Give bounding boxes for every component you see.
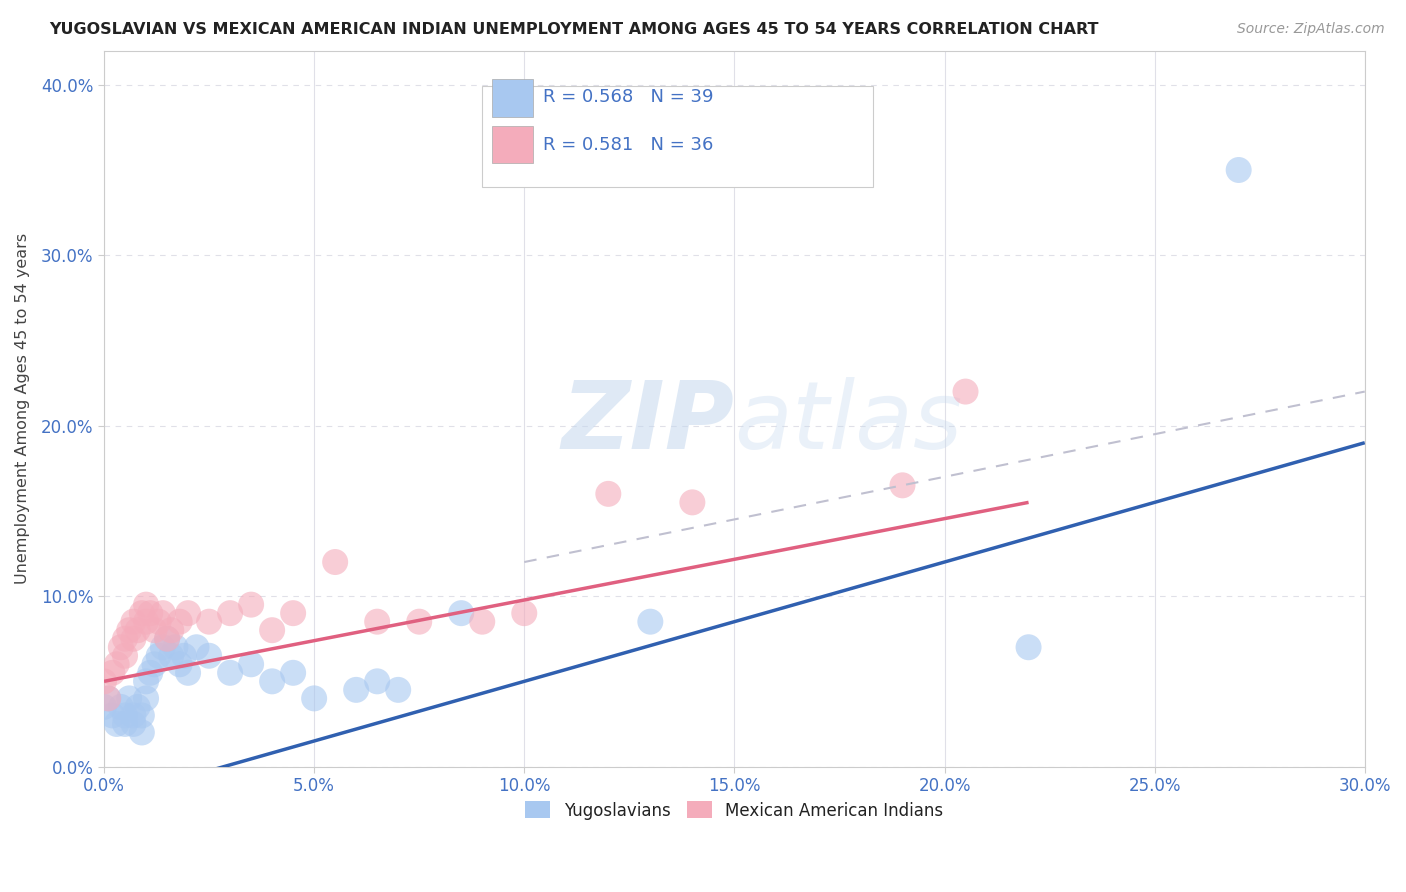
Point: [135, 615, 157, 629]
Point: [135, 598, 157, 612]
Point: [177, 606, 200, 620]
Point: [114, 632, 136, 646]
Text: YUGOSLAVIAN VS MEXICAN AMERICAN INDIAN UNEMPLOYMENT AMONG AGES 45 TO 54 YEARS CO: YUGOSLAVIAN VS MEXICAN AMERICAN INDIAN U…: [49, 22, 1098, 37]
Point: [93, 674, 115, 689]
Point: [1018, 640, 1040, 655]
Y-axis label: Unemployment Among Ages 45 to 54 years: Unemployment Among Ages 45 to 54 years: [15, 233, 30, 584]
Point: [344, 682, 367, 697]
Point: [105, 717, 128, 731]
Point: [118, 624, 141, 638]
Point: [173, 648, 195, 663]
Point: [114, 648, 136, 663]
Point: [165, 640, 187, 655]
Point: [156, 632, 179, 646]
Point: [156, 632, 179, 646]
FancyBboxPatch shape: [492, 126, 533, 163]
Point: [122, 708, 145, 723]
Point: [262, 624, 284, 638]
Point: [114, 708, 136, 723]
Point: [148, 615, 170, 629]
Point: [513, 606, 536, 620]
Point: [281, 606, 304, 620]
Point: [302, 691, 325, 706]
Point: [110, 640, 132, 655]
Point: [152, 640, 174, 655]
Point: [127, 699, 149, 714]
Point: [681, 495, 703, 509]
Point: [131, 725, 153, 739]
Point: [240, 598, 263, 612]
Point: [450, 606, 472, 620]
Point: [640, 615, 662, 629]
Point: [114, 717, 136, 731]
Legend: Yugoslavians, Mexican American Indians: Yugoslavians, Mexican American Indians: [519, 795, 950, 826]
Point: [101, 665, 124, 680]
Point: [471, 615, 494, 629]
Point: [101, 708, 124, 723]
Point: [262, 674, 284, 689]
Point: [177, 665, 200, 680]
Point: [97, 691, 120, 706]
Point: [198, 615, 221, 629]
Point: [387, 682, 409, 697]
Point: [122, 717, 145, 731]
Text: atlas: atlas: [734, 377, 963, 468]
Point: [408, 615, 430, 629]
Point: [139, 665, 162, 680]
Point: [118, 691, 141, 706]
Point: [148, 648, 170, 663]
Point: [366, 674, 388, 689]
Point: [143, 624, 166, 638]
Point: [105, 657, 128, 672]
Point: [160, 624, 183, 638]
Point: [891, 478, 914, 492]
Text: R = 0.568   N = 39: R = 0.568 N = 39: [543, 88, 713, 106]
Point: [198, 648, 221, 663]
Point: [955, 384, 977, 399]
Text: R = 0.581   N = 36: R = 0.581 N = 36: [543, 136, 713, 154]
Point: [131, 606, 153, 620]
Point: [127, 624, 149, 638]
Point: [169, 657, 191, 672]
Point: [598, 487, 620, 501]
Text: ZIP: ZIP: [561, 377, 734, 469]
Point: [366, 615, 388, 629]
Point: [219, 606, 242, 620]
Point: [122, 632, 145, 646]
FancyBboxPatch shape: [492, 79, 533, 117]
Point: [135, 691, 157, 706]
Point: [160, 648, 183, 663]
Text: Source: ZipAtlas.com: Source: ZipAtlas.com: [1237, 22, 1385, 37]
Point: [110, 699, 132, 714]
Point: [152, 606, 174, 620]
Point: [122, 615, 145, 629]
Point: [97, 691, 120, 706]
Point: [240, 657, 263, 672]
Point: [169, 615, 191, 629]
Point: [219, 665, 242, 680]
Point: [281, 665, 304, 680]
FancyBboxPatch shape: [482, 87, 873, 186]
Point: [139, 606, 162, 620]
Point: [323, 555, 346, 569]
Point: [135, 674, 157, 689]
Point: [131, 708, 153, 723]
Point: [93, 699, 115, 714]
Point: [143, 657, 166, 672]
Point: [1227, 163, 1250, 178]
Point: [186, 640, 208, 655]
